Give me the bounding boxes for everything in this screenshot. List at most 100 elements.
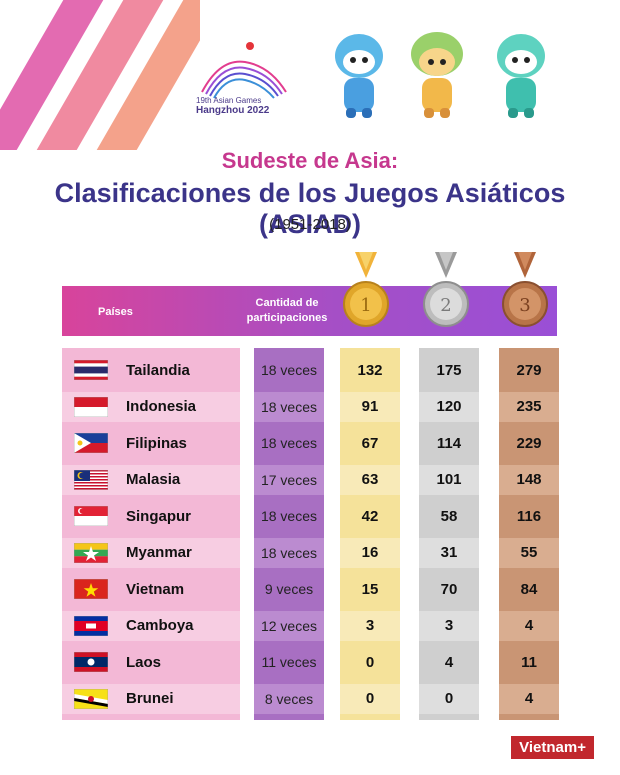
brand-logo: Vietnam+ [511, 736, 594, 759]
bronze-count-cell: 4 [524, 690, 534, 707]
table-row: Laos 11 veces 0 4 11 [62, 647, 559, 677]
gold-count-cell: 0 [365, 653, 375, 671]
flag-icon [74, 433, 108, 453]
bronze-count-cell: 4 [524, 617, 534, 634]
bronze-count-cell: 84 [520, 580, 538, 598]
decorative-stripes [0, 0, 200, 150]
gold-count-cell: 91 [361, 398, 379, 415]
country-name: Indonesia [126, 398, 197, 415]
flag-icon [74, 615, 108, 636]
silver-count-cell: 3 [444, 617, 454, 634]
header-country: Países [98, 306, 133, 318]
mascot-blue [335, 34, 383, 118]
country-cell: Laos [62, 647, 240, 677]
gold-medal-label: 1 [360, 295, 371, 316]
silver-count-cell: 0 [444, 690, 454, 707]
participations-cell: 18 veces [260, 508, 318, 524]
header-participations-line2: participaciones [246, 312, 328, 324]
participations-cell: 8 veces [264, 690, 314, 707]
country-cell: Singapur [62, 501, 240, 531]
silver-count-cell: 114 [436, 434, 462, 452]
bronze-count-cell: 11 [521, 653, 537, 671]
participations-cell: 18 veces [260, 398, 318, 415]
gold-count-cell: 15 [361, 580, 379, 598]
logo-line2: Hangzhou 2022 [196, 105, 270, 116]
silver-count-cell: 58 [440, 507, 458, 525]
country-cell: Malasia [62, 465, 240, 495]
asian-games-logo [201, 42, 287, 99]
country-name: Brunei [126, 690, 174, 707]
country-name: Malasia [126, 471, 181, 488]
flag-icon [74, 652, 108, 672]
title-years: (1951-2018) [269, 216, 351, 233]
flag-icon [74, 396, 108, 417]
bronze-medal-label: 3 [519, 295, 530, 316]
participations-cell: 18 veces [260, 362, 318, 378]
bronze-count-cell: 116 [516, 507, 542, 525]
bronze-count-cell: 55 [520, 544, 538, 561]
country-name: Camboya [126, 617, 194, 634]
flag-icon [74, 542, 108, 563]
header-participations-line1: Cantidad de [255, 297, 319, 309]
silver-medal-icon: 2 [423, 252, 469, 327]
gold-count-cell: 3 [365, 617, 375, 634]
table-row: Indonesia 18 veces 91 120 235 [62, 391, 559, 422]
country-cell: Brunei [62, 684, 240, 714]
mascot-yellow [411, 32, 463, 118]
table-row: Brunei 8 veces 0 0 4 [62, 683, 559, 714]
gold-count-cell: 67 [361, 434, 379, 452]
country-cell: Vietnam [62, 574, 240, 604]
title-kicker: Sudeste de Asia: [221, 148, 399, 173]
country-cell: Camboya [62, 611, 240, 641]
silver-count-cell: 175 [436, 361, 462, 379]
participations-cell: 18 veces [260, 544, 318, 561]
flag-icon [74, 688, 108, 709]
country-cell: Filipinas [62, 428, 240, 458]
table-row: Singapur 18 veces 42 58 116 [62, 501, 559, 531]
country-name: Myanmar [126, 544, 192, 561]
table-row: Tailandia 18 veces 132 175 279 [62, 355, 559, 385]
bronze-count-cell: 229 [516, 434, 542, 452]
mascot-teal [497, 34, 545, 118]
country-cell: Tailandia [62, 355, 240, 385]
table-row: Vietnam 9 veces 15 70 84 [62, 574, 559, 604]
table-row: Myanmar 18 veces 16 31 55 [62, 537, 559, 568]
table-row: Malasia 17 veces 63 101 148 [62, 464, 559, 495]
bronze-medal-icon: 3 [502, 252, 548, 327]
bronze-count-cell: 279 [516, 361, 542, 379]
country-cell: Myanmar [62, 538, 240, 568]
silver-count-cell: 4 [444, 653, 454, 671]
table-row: Filipinas 18 veces 67 114 229 [62, 428, 559, 458]
country-name: Vietnam [126, 580, 185, 598]
country-name: Laos [126, 653, 162, 671]
silver-count-cell: 120 [436, 398, 462, 415]
table-row: Camboya 12 veces 3 3 4 [62, 610, 559, 641]
bronze-count-cell: 235 [516, 398, 542, 415]
gold-count-cell: 16 [361, 544, 379, 561]
country-cell: Indonesia [62, 392, 240, 422]
flag-icon [74, 506, 108, 526]
silver-count-cell: 101 [436, 471, 462, 488]
gold-count-cell: 0 [365, 690, 375, 707]
gold-count-cell: 132 [357, 361, 383, 379]
asian-games-caption: 19th Asian Games Hangzhou 2022 [196, 96, 269, 116]
country-name: Filipinas [126, 434, 187, 452]
participations-cell: 9 veces [264, 581, 314, 597]
country-name: Tailandia [126, 361, 190, 379]
flag-icon [74, 360, 108, 380]
participations-cell: 18 veces [260, 435, 318, 451]
flag-icon [74, 579, 108, 599]
participations-cell: 12 veces [260, 617, 318, 634]
participations-cell: 11 veces [261, 654, 317, 670]
silver-medal-label: 2 [440, 295, 451, 316]
page-title: Clasificaciones de los Juegos Asiáticos … [54, 178, 566, 239]
country-name: Singapur [126, 507, 192, 525]
gold-count-cell: 63 [361, 471, 379, 488]
participations-cell: 17 veces [260, 471, 318, 488]
gold-count-cell: 42 [361, 507, 379, 525]
bronze-count-cell: 148 [516, 471, 542, 488]
logo-line1: 19th Asian Games [196, 96, 262, 105]
flag-icon [74, 469, 108, 490]
silver-count-cell: 70 [440, 580, 458, 598]
gold-medal-icon: 1 [343, 252, 389, 327]
